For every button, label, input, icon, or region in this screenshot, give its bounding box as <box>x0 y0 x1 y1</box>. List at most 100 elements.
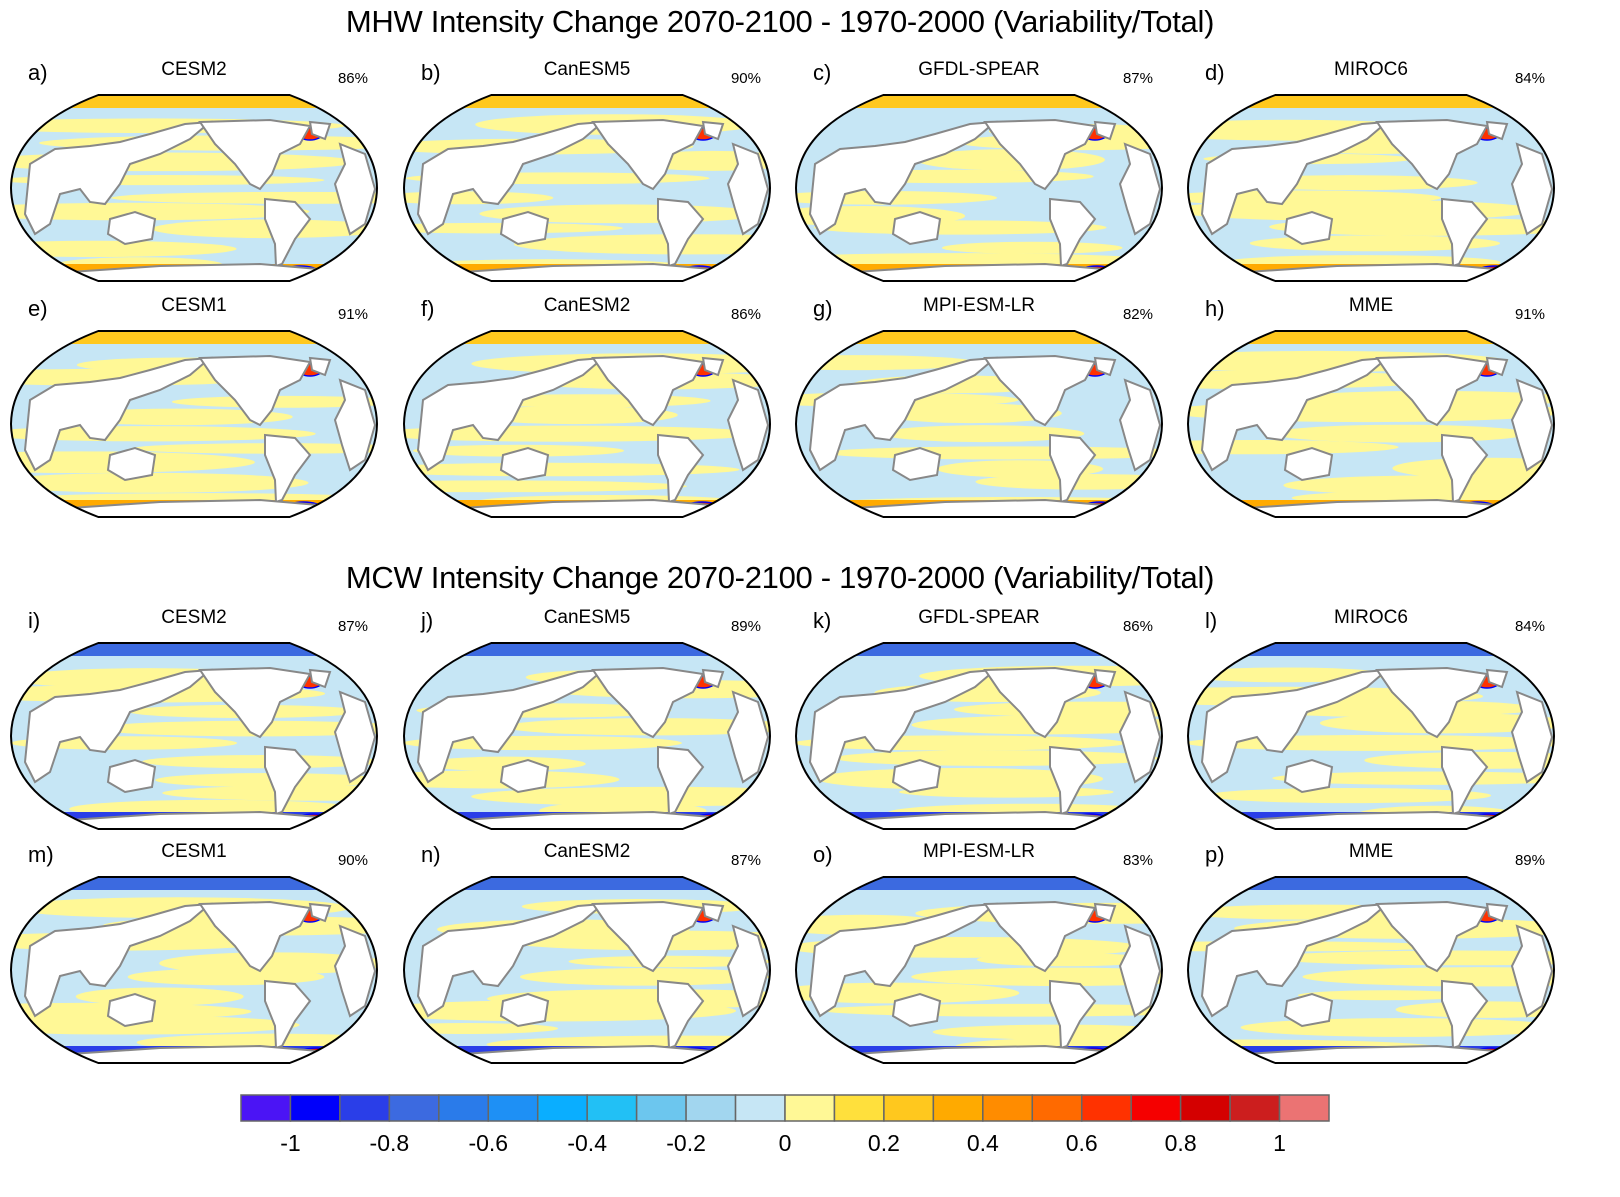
continent <box>1049 979 1097 1050</box>
map-panel: i) CESM2 87% <box>10 607 378 830</box>
continent <box>1375 118 1489 191</box>
colorbar-box <box>784 1094 836 1122</box>
colorbar-box <box>1130 1094 1182 1122</box>
continent <box>1093 902 1117 923</box>
continent <box>106 446 157 482</box>
anomaly-band <box>568 955 770 968</box>
map-frame <box>403 642 771 830</box>
continent <box>333 142 377 236</box>
arctic-band <box>796 95 1162 108</box>
continent <box>701 120 725 141</box>
map-panel: h) MME 91% <box>1187 295 1555 518</box>
panel-letter: a) <box>28 60 48 85</box>
continent <box>591 900 705 973</box>
continent <box>1441 979 1489 1050</box>
colorbar-box <box>586 1094 638 1122</box>
anomaly-band <box>1269 217 1554 236</box>
continent <box>308 668 332 689</box>
panel-model-name: CESM1 <box>161 841 227 862</box>
panel-percent: 86% <box>1122 618 1153 635</box>
continent <box>1510 378 1554 472</box>
colorbar-box <box>1179 1094 1231 1122</box>
world-map <box>403 642 771 830</box>
continent <box>1283 446 1334 482</box>
continent <box>891 446 942 482</box>
continent <box>1485 120 1509 141</box>
anomaly-band <box>404 480 687 493</box>
panel-percent: 87% <box>730 852 761 869</box>
anomaly-band <box>1302 967 1554 987</box>
continent <box>23 356 214 472</box>
panel-model-name: CESM2 <box>161 59 227 80</box>
continent <box>198 354 312 427</box>
colorbar-tick-label: -0.4 <box>567 1130 607 1156</box>
anomaly-band <box>1265 950 1554 966</box>
continent <box>726 924 770 1018</box>
continent <box>983 354 1097 427</box>
world-map <box>795 876 1163 1064</box>
anomaly-band <box>404 735 682 751</box>
map-panel: p) MME 89% <box>1187 841 1555 1064</box>
colorbar-box <box>1229 1094 1281 1122</box>
panel-percent: 83% <box>1122 852 1153 869</box>
panel-model-name: MPI-ESM-LR <box>923 295 1035 316</box>
map-frame <box>10 876 378 1064</box>
anomaly-band <box>520 968 770 986</box>
anomaly-band <box>514 234 770 255</box>
anomaly-band <box>1240 1018 1554 1037</box>
map-frame <box>795 642 1163 830</box>
panel-model-name: GFDL-SPEAR <box>918 607 1040 628</box>
panel-percent: 84% <box>1514 70 1545 87</box>
world-map <box>10 94 378 282</box>
continent <box>1049 433 1097 504</box>
anomaly-band <box>162 785 377 801</box>
panel-letter: j) <box>421 608 434 633</box>
panel-percent: 84% <box>1514 618 1545 635</box>
world-map <box>795 94 1163 282</box>
continent <box>333 690 377 784</box>
colorbar-box <box>339 1094 391 1122</box>
panel-letter: h) <box>1205 296 1225 321</box>
colorbar-tick-label: -0.6 <box>468 1130 509 1156</box>
arctic-band <box>1188 331 1554 344</box>
anomaly-band <box>1206 787 1492 804</box>
continent <box>1283 210 1334 246</box>
continent <box>1118 690 1162 784</box>
map-frame <box>795 330 1163 518</box>
anomaly-band <box>1283 475 1554 496</box>
continent <box>1510 142 1554 236</box>
panel-percent: 86% <box>337 70 368 87</box>
continent <box>416 902 607 1018</box>
panel-percent: 82% <box>1122 306 1153 323</box>
colorbar-tick-label: 0.2 <box>867 1130 900 1156</box>
continent <box>198 118 312 191</box>
anomaly-band <box>1188 439 1399 455</box>
continent <box>701 668 725 689</box>
continent <box>1118 142 1162 236</box>
panel-model-name: MME <box>1348 841 1394 862</box>
map-frame <box>403 876 771 1064</box>
continent <box>808 120 999 236</box>
arctic-band <box>11 643 377 656</box>
section-title-mcw: MCW Intensity Change 2070-2100 - 1970-20… <box>345 560 1215 595</box>
map-panel: e) CESM1 91% <box>10 295 378 518</box>
map-panel: j) CanESM5 89% <box>403 607 771 830</box>
anomaly-band <box>11 451 255 474</box>
continent <box>499 992 550 1028</box>
continent <box>1485 668 1509 689</box>
anomaly-band <box>127 968 325 986</box>
anomaly-band <box>142 755 377 769</box>
panel-percent: 87% <box>1122 70 1153 87</box>
arctic-band <box>404 877 770 890</box>
continent <box>333 378 377 472</box>
continent <box>1375 354 1489 427</box>
continent <box>983 666 1097 739</box>
panel-model-name: CESM1 <box>161 295 227 316</box>
panel-model-name: CanESM5 <box>543 607 631 628</box>
continent <box>198 666 312 739</box>
panel-letter: i) <box>28 608 41 633</box>
colorbar-tick-label: -0.2 <box>666 1130 706 1156</box>
colorbar-tick-label: 0.6 <box>1065 1130 1098 1156</box>
colorbar-tick-label: -0.8 <box>369 1130 410 1156</box>
panel-model-name: MPI-ESM-LR <box>923 841 1035 862</box>
